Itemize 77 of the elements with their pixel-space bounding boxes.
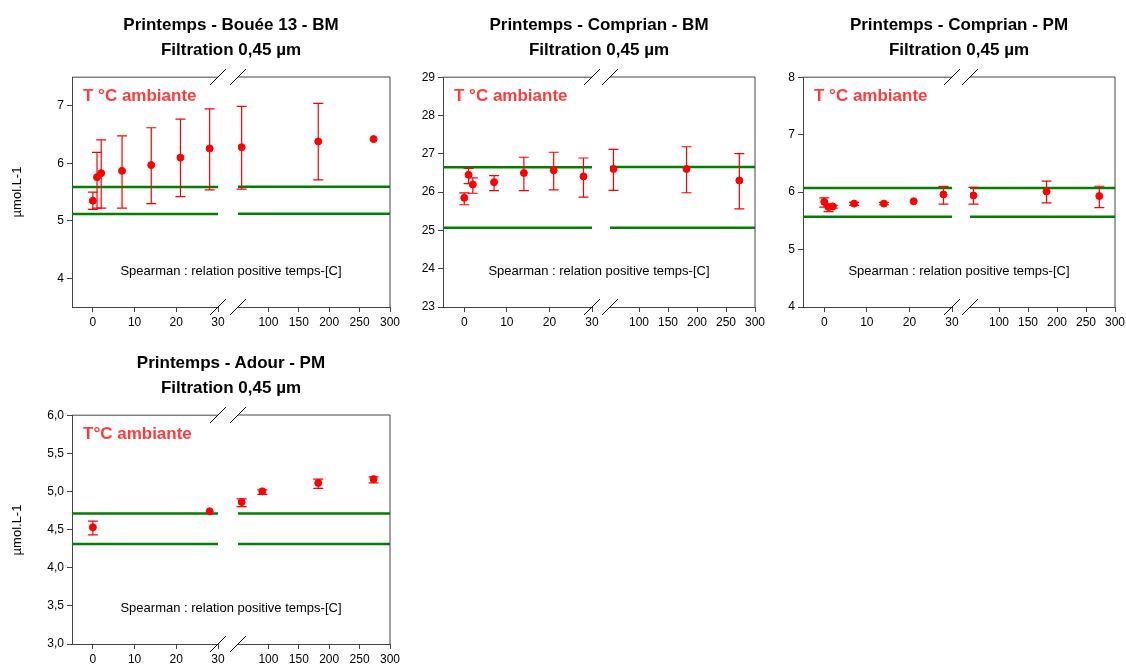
chart-subtitle: Filtration 0,45 µm — [887, 39, 1031, 61]
y-axis-title: µmol.L-1 — [9, 165, 25, 220]
y-tick-label: 3,0 — [47, 636, 65, 651]
x-tick-label: 20 — [542, 314, 557, 329]
y-tick-label: 28 — [421, 107, 436, 122]
annotation: T°C ambiante — [83, 424, 192, 444]
y-tick-label: 3,5 — [47, 598, 65, 613]
y-tick-label: 4 — [57, 270, 65, 285]
x-tick-label: 0 — [460, 314, 468, 329]
x-tick-label: 250 — [715, 314, 737, 329]
chart-title: Printemps - Bouée 13 - BM — [122, 14, 340, 36]
x-tick-label: 150 — [1017, 314, 1039, 329]
chart-subtitle: Filtration 0,45 µm — [159, 377, 303, 399]
y-tick-label: 26 — [421, 184, 436, 199]
chart-subtitle: Filtration 0,45 µm — [159, 39, 303, 61]
y-tick-label: 4,0 — [47, 560, 65, 575]
y-tick-label: 25 — [421, 222, 436, 237]
y-tick-label: 7 — [57, 98, 65, 113]
y-tick-label: 6,0 — [47, 407, 65, 422]
x-tick-label: 250 — [1075, 314, 1097, 329]
annotation: T °C ambiante — [83, 86, 197, 106]
x-tick-label: 30 — [211, 651, 225, 666]
x-tick-label: 200 — [319, 314, 340, 329]
annotation: T °C ambiante — [814, 86, 928, 106]
y-tick-label: 6 — [788, 184, 796, 199]
chart-subtitle: Filtration 0,45 µm — [527, 39, 671, 61]
x-tick-label: 20 — [902, 314, 917, 329]
annotation: Spearman : relation positive temps-[C] — [847, 263, 1071, 278]
x-tick-label: 20 — [169, 314, 184, 329]
y-tick-label: 4,5 — [47, 521, 65, 536]
y-tick-label: 7 — [788, 126, 796, 141]
x-tick-label: 300 — [1104, 314, 1126, 329]
x-tick-label: 300 — [379, 651, 401, 666]
x-tick-label: 100 — [258, 651, 279, 666]
x-tick-label: 150 — [288, 651, 310, 666]
x-tick-label: 100 — [988, 314, 1010, 329]
y-tick-label: 23 — [421, 299, 436, 314]
x-tick-label: 10 — [127, 314, 142, 329]
x-tick-label: 100 — [258, 314, 279, 329]
x-tick-label: 30 — [945, 314, 959, 329]
chart-title: Printemps - Adour - PM — [135, 352, 327, 374]
x-tick-label: 0 — [89, 314, 97, 329]
x-tick-label: 100 — [628, 314, 650, 329]
y-tick-label: 4 — [788, 299, 796, 314]
x-tick-label: 10 — [127, 651, 142, 666]
y-tick-label: 5 — [788, 241, 796, 256]
x-tick-label: 0 — [820, 314, 828, 329]
annotation: Spearman : relation positive temps-[C] — [119, 600, 343, 615]
y-tick-label: 8 — [788, 69, 796, 84]
y-tick-label: 24 — [421, 261, 436, 276]
y-axis-title: µmol.L-1 — [9, 503, 25, 557]
x-tick-label: 10 — [500, 314, 514, 329]
x-tick-label: 200 — [686, 314, 708, 329]
annotation: Spearman : relation positive temps-[C] — [119, 263, 343, 278]
x-tick-label: 150 — [288, 314, 310, 329]
annotation: T °C ambiante — [454, 86, 568, 106]
annotation: Spearman : relation positive temps-[C] — [487, 263, 711, 278]
y-tick-label: 5 — [57, 213, 65, 228]
y-tick-label: 27 — [421, 146, 436, 161]
y-tick-label: 5,5 — [47, 445, 65, 460]
x-tick-label: 0 — [89, 651, 97, 666]
chart-title: Printemps - Comprian - BM — [488, 14, 710, 36]
x-tick-label: 30 — [211, 314, 225, 329]
x-tick-label: 250 — [349, 651, 370, 666]
y-tick-label: 5,0 — [47, 483, 65, 498]
y-tick-label: 6 — [57, 155, 65, 170]
x-tick-label: 300 — [744, 314, 766, 329]
chart-title: Printemps - Comprian - PM — [848, 14, 1070, 36]
x-tick-label: 250 — [349, 314, 370, 329]
x-tick-label: 200 — [319, 651, 340, 666]
x-tick-label: 300 — [379, 314, 401, 329]
x-tick-label: 30 — [585, 314, 599, 329]
x-tick-label: 150 — [657, 314, 679, 329]
x-tick-label: 20 — [169, 651, 184, 666]
x-tick-label: 200 — [1046, 314, 1068, 329]
y-tick-label: 29 — [421, 69, 436, 84]
x-tick-label: 10 — [860, 314, 874, 329]
